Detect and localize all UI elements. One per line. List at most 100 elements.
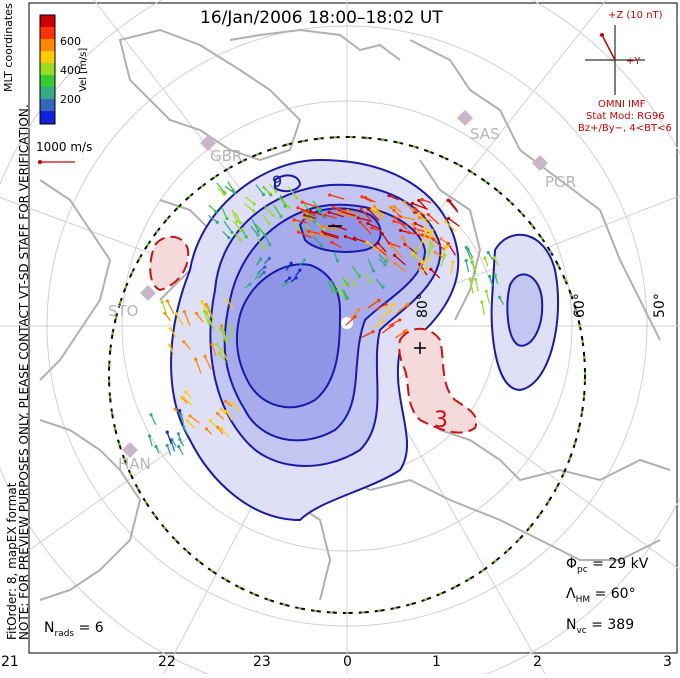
vector-origin [182, 340, 186, 344]
velocity-vector [250, 225, 259, 236]
velocity-vector [428, 230, 433, 242]
vector-origin [248, 282, 252, 286]
vector-origin [294, 276, 298, 280]
vector-origin [287, 205, 291, 209]
velocity-vector [287, 186, 298, 199]
vector-origin [423, 226, 427, 230]
velocity-vector [161, 301, 168, 315]
vector-origin [238, 238, 242, 242]
vector-origin [221, 330, 226, 334]
velocity-vector [222, 331, 229, 344]
reference-vector-label: 1000 m/s [36, 140, 93, 154]
station-label: GBR [210, 147, 243, 165]
velocity-vector [367, 299, 380, 309]
vector-origin [182, 310, 187, 314]
velocity-vector [449, 200, 458, 211]
velocity-vector [216, 182, 226, 194]
vector-origin [410, 201, 415, 205]
stat-phi-pc-value: = 29 kV [592, 556, 649, 572]
vector-origin [413, 206, 417, 210]
vector-origin [387, 194, 391, 198]
max-contour-value: 3 [434, 408, 448, 433]
vector-origin [433, 250, 437, 254]
velocity-vector [225, 410, 233, 421]
vector-origin [224, 399, 228, 403]
vector-origin [337, 210, 341, 214]
vector-origin [402, 200, 407, 204]
velocity-vector [388, 195, 399, 201]
velocity-vector [304, 217, 314, 223]
vector-origin [285, 281, 289, 285]
vector-origin [380, 320, 384, 324]
vector-origin [344, 296, 348, 301]
vector-origin [194, 357, 198, 361]
vector-origin [244, 235, 248, 239]
velocity-vector [421, 198, 432, 204]
velocity-vector [204, 356, 212, 370]
stat-n-rads-value: = 6 [78, 620, 104, 636]
velocity-vector [449, 262, 454, 275]
vector-origin [328, 193, 332, 197]
vector-origin [178, 409, 182, 413]
vector-origin [238, 221, 243, 225]
velocity-vector [324, 233, 339, 239]
velocity-vector [374, 208, 385, 216]
velocity-vector [381, 324, 394, 334]
vector-origin [473, 277, 478, 281]
vector-origin [225, 298, 230, 303]
vector-origin [446, 216, 451, 221]
velocity-vector [315, 208, 325, 218]
vector-origin [425, 265, 429, 269]
velocity-vector [404, 201, 416, 213]
velocity-vector [234, 211, 242, 224]
velocity-vector [381, 233, 390, 244]
mlt-tick: 2 [533, 654, 542, 670]
vector-origin [300, 200, 304, 204]
vector-origin [420, 197, 424, 202]
vector-origin [390, 244, 394, 248]
vector-origin [218, 327, 223, 331]
vector-origin [252, 209, 256, 213]
velocity-vector [329, 194, 345, 200]
velocity-vector [169, 328, 177, 338]
velocity-vector [148, 435, 153, 447]
velocity-vector [244, 203, 255, 212]
coordinate-label: MLT coordinates [2, 3, 15, 92]
vector-origin [371, 269, 376, 273]
vector-origin [224, 409, 228, 413]
vector-origin [334, 289, 338, 293]
vector-origin [423, 231, 428, 235]
vector-origin [398, 318, 402, 322]
velocity-vector [298, 231, 312, 239]
vector-origin [204, 302, 208, 307]
velocity-vector [251, 219, 259, 232]
velocity-vector [177, 433, 183, 444]
vector-origin [384, 302, 388, 306]
velocity-vector [432, 238, 445, 251]
reference-vector [38, 160, 75, 164]
vector-origin [208, 419, 212, 423]
vector-origin [417, 198, 421, 203]
vector-origin [263, 265, 267, 269]
vector-origin [388, 205, 393, 209]
velocity-vector [206, 312, 213, 326]
vector-origin [417, 215, 422, 220]
vector-origin [480, 300, 484, 304]
vector-origin [302, 216, 307, 220]
vector-origin [371, 330, 375, 334]
vector-origin [357, 274, 361, 278]
station-markers [122, 110, 548, 458]
vector-origin [343, 283, 348, 287]
velocity-vector [195, 313, 204, 323]
vector-origin [165, 443, 169, 448]
velocity-vector [339, 211, 355, 218]
vector-origin [335, 259, 340, 263]
vector-origin [319, 232, 324, 236]
velocity-vector [201, 301, 207, 312]
velocity-vector [183, 341, 192, 350]
imf-source: OMNI IMF [598, 99, 646, 110]
velocity-vector [367, 208, 380, 222]
vector-origin [256, 233, 260, 237]
velocity-vector [394, 262, 407, 273]
